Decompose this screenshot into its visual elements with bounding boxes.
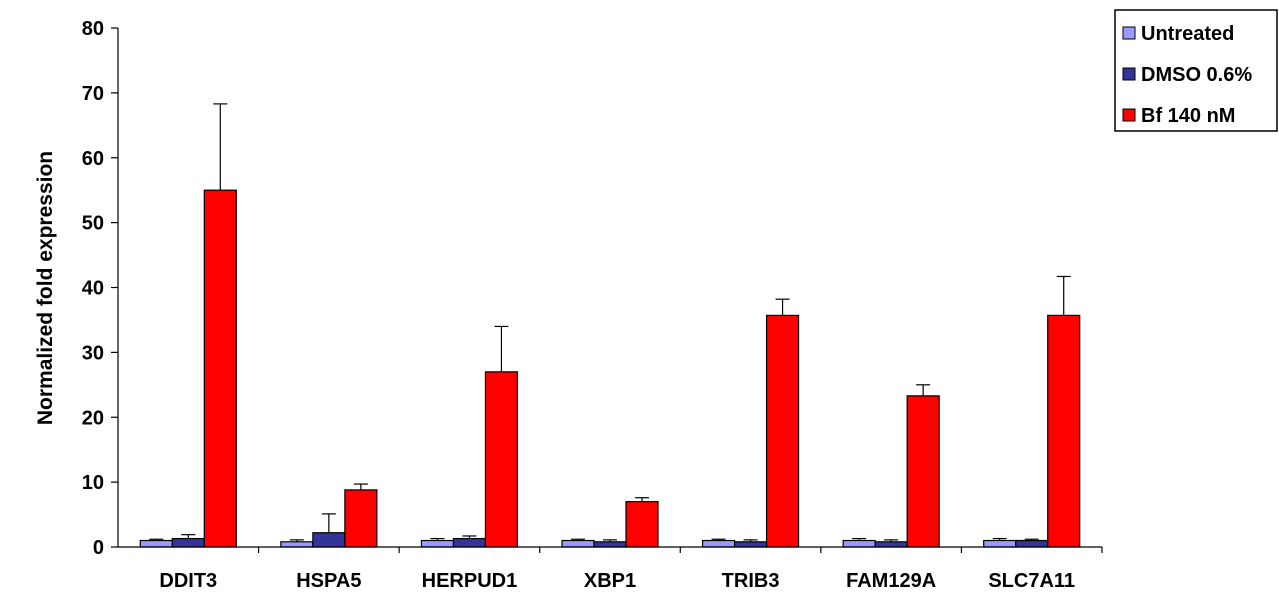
- legend-label-untreated: Untreated: [1141, 23, 1234, 45]
- bar-xbp1-2: [593, 541, 627, 548]
- legend-swatch-dmso: [1122, 67, 1136, 81]
- bar-herpud1-1: [420, 539, 455, 548]
- y-tick-label-20: 20: [82, 407, 104, 429]
- y-tick-label-60: 60: [82, 148, 104, 170]
- bar-xbp1-1: [561, 539, 595, 548]
- x-tick-label-slc7a11: SLC7A11: [988, 570, 1075, 592]
- y-axis-title: Normalized fold expression: [34, 151, 57, 425]
- x-tick-label-herpud1: HERPUD1: [422, 570, 518, 592]
- y-tick-label-30: 30: [82, 342, 104, 364]
- x-tick-label-trib3: TRIB3: [722, 570, 780, 592]
- legend: Untreated DMSO 0.6% Bf 140 nM: [1114, 9, 1278, 132]
- x-tick-label-fam129a: FAM129A: [846, 570, 936, 592]
- bar-slc7a11-1: [983, 539, 1017, 548]
- bar-herpud1-2: [452, 537, 487, 548]
- axes-layer: DDIT3 HSPA5 HERPUD1 XBP1 TRIB3 FAM129A SLC7A11…: [82, 18, 1103, 592]
- bar-trib3-1: [701, 539, 736, 548]
- y-tick-label-50: 50: [82, 213, 104, 235]
- error-bars-layer: [149, 103, 1071, 542]
- x-tick-label-xbp1: XBP1: [584, 570, 636, 592]
- bar-ddit3-2: [171, 537, 205, 548]
- bar-trib3-3: [765, 314, 800, 548]
- legend-swatch-bf: [1122, 108, 1136, 122]
- bar-hspa5-2: [312, 532, 346, 548]
- legend-box: [1114, 9, 1278, 132]
- bar-fam129a-3: [906, 395, 940, 548]
- y-tick-label-10: 10: [82, 472, 104, 494]
- bar-herpud1-3: [484, 371, 519, 548]
- legend-label-bf: Bf 140 nM: [1141, 105, 1235, 127]
- legend-swatch-untreated: [1122, 26, 1136, 40]
- bar-slc7a11-2: [1015, 539, 1049, 548]
- bar-hspa5-1: [280, 541, 314, 548]
- bar-trib3-2: [733, 541, 768, 548]
- bar-xbp1-3: [625, 500, 659, 548]
- y-tick-label-40: 40: [82, 278, 104, 300]
- bar-fam129a-2: [874, 541, 908, 548]
- bar-ddit3-1: [139, 539, 173, 548]
- y-tick-label-0: 0: [93, 537, 104, 559]
- y-tick-label-80: 80: [82, 18, 104, 40]
- y-tick-label-70: 70: [82, 83, 104, 105]
- legend-label-dmso: DMSO 0.6%: [1141, 64, 1252, 86]
- bar-slc7a11-3: [1047, 314, 1081, 548]
- bar-hspa5-3: [344, 489, 378, 548]
- bars-layer: [139, 189, 1081, 548]
- bar-fam129a-1: [842, 539, 876, 548]
- bar-ddit3-3: [203, 189, 237, 548]
- x-tick-label-hspa5: HSPA5: [296, 570, 361, 592]
- x-tick-label-ddit3: DDIT3: [159, 570, 217, 592]
